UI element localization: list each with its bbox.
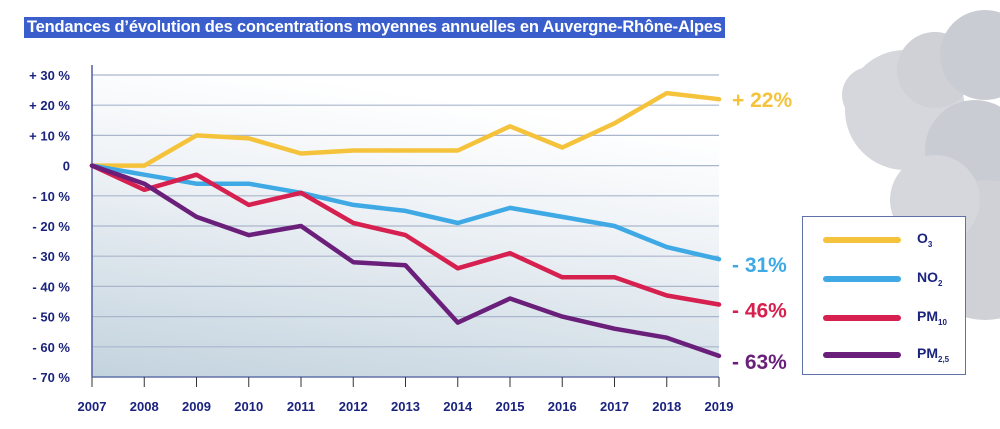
y-tick-label: - 50 % xyxy=(32,310,70,325)
series-line-no2 xyxy=(89,163,722,262)
legend-item: PM2,5 xyxy=(821,345,961,365)
x-tick-label: 2009 xyxy=(182,399,211,414)
y-tick-label: - 20 % xyxy=(32,219,70,234)
y-tick-label: + 10 % xyxy=(29,128,70,143)
x-tick-label: 2012 xyxy=(339,399,368,414)
chart-title: Tendances d’évolution des concentrations… xyxy=(24,17,725,38)
x-tick-label: 2010 xyxy=(234,399,263,414)
legend-swatch xyxy=(823,237,901,243)
series-line-pm10 xyxy=(89,163,722,307)
legend-swatch xyxy=(823,276,901,282)
y-tick-label: 0 xyxy=(63,159,70,174)
x-tick-label: 2008 xyxy=(130,399,159,414)
end-label-no2: - 31% xyxy=(732,254,787,277)
end-label-pm10: - 46% xyxy=(732,300,787,323)
x-tick-label: 2019 xyxy=(705,399,734,414)
x-tick-label: 2013 xyxy=(391,399,420,414)
end-label-pm25: - 63% xyxy=(732,351,787,374)
y-tick-label: - 60 % xyxy=(32,340,70,355)
legend-label: O3 xyxy=(917,230,933,249)
end-label-o3: + 22% xyxy=(732,89,792,112)
x-tick-label: 2016 xyxy=(548,399,577,414)
x-tick-label: 2015 xyxy=(496,399,525,414)
legend: O3 NO2 PM10 PM2,5 xyxy=(802,216,966,375)
legend-item: O3 xyxy=(821,230,961,250)
x-tick-label: 2017 xyxy=(600,399,629,414)
y-tick-label: - 70 % xyxy=(32,370,70,385)
y-tick-label: - 30 % xyxy=(32,249,70,264)
legend-label: PM10 xyxy=(917,308,947,327)
legend-swatch xyxy=(823,352,901,358)
x-tick-label: 2011 xyxy=(287,399,315,414)
y-tick-label: + 30 % xyxy=(29,68,70,83)
series-line-pm25 xyxy=(89,163,722,359)
y-tick-label: - 10 % xyxy=(32,189,70,204)
x-tick-label: 2014 xyxy=(443,399,473,414)
legend-label: PM2,5 xyxy=(917,345,950,364)
legend-label: NO2 xyxy=(917,269,943,288)
y-tick-label: - 40 % xyxy=(32,279,70,294)
legend-item: PM10 xyxy=(821,308,961,328)
y-tick-label: + 20 % xyxy=(29,98,70,113)
legend-item: NO2 xyxy=(821,269,961,289)
x-tick-label: 2007 xyxy=(78,399,107,414)
series-line-o3 xyxy=(89,90,722,168)
legend-swatch xyxy=(823,315,901,321)
x-tick-label: 2018 xyxy=(652,399,681,414)
